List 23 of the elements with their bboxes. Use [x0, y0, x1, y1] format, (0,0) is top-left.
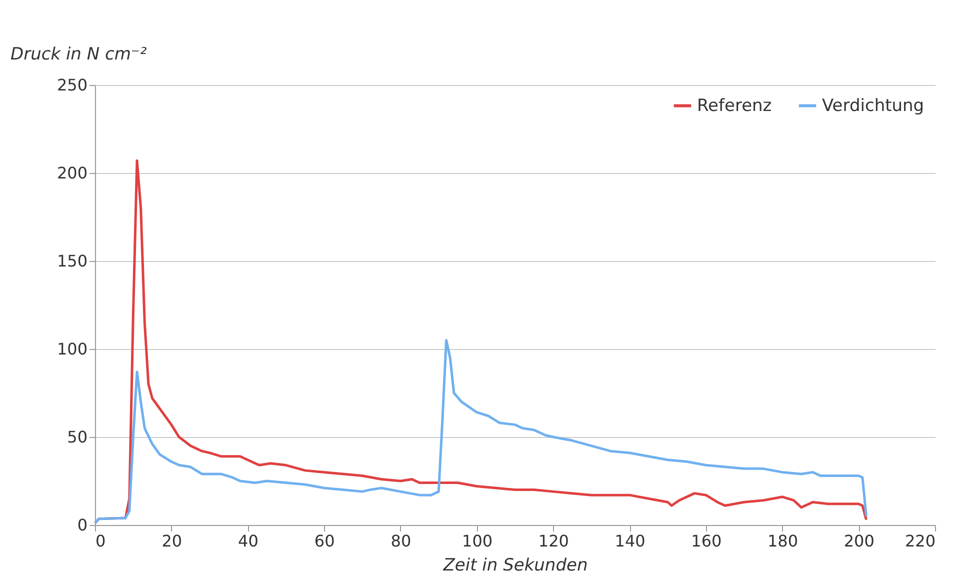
- x-tick-label: 60: [314, 532, 335, 550]
- legend-label: Referenz: [697, 96, 772, 116]
- legend-label: Verdichtung: [822, 96, 924, 116]
- x-tick-label: 80: [390, 532, 412, 550]
- y-tick-label: 0: [77, 516, 88, 534]
- x-tick-label: 40: [238, 532, 258, 550]
- x-tick-label: 120: [538, 532, 569, 550]
- x-axis-title: Zeit in Sekunden: [442, 556, 588, 574]
- x-tick-label: 20: [162, 532, 182, 550]
- y-axis-title: Druck in N cm⁻²: [10, 44, 147, 64]
- line-series: [94, 338, 868, 524]
- y-tick-label: 250: [56, 76, 88, 94]
- x-tick-label: 0: [96, 532, 106, 550]
- x-tick-label: 220: [904, 532, 936, 550]
- x-tick-label: 160: [691, 532, 722, 550]
- x-tick-label: 100: [462, 532, 493, 550]
- x-tick-label: 180: [768, 532, 798, 550]
- y-tick-label: 150: [56, 252, 88, 270]
- y-tick-label: 200: [56, 164, 88, 182]
- y-tick-label: 100: [56, 340, 88, 358]
- x-tick-label: 200: [844, 532, 874, 550]
- y-tick-label: 50: [67, 428, 88, 446]
- x-tick-label: 140: [614, 532, 646, 550]
